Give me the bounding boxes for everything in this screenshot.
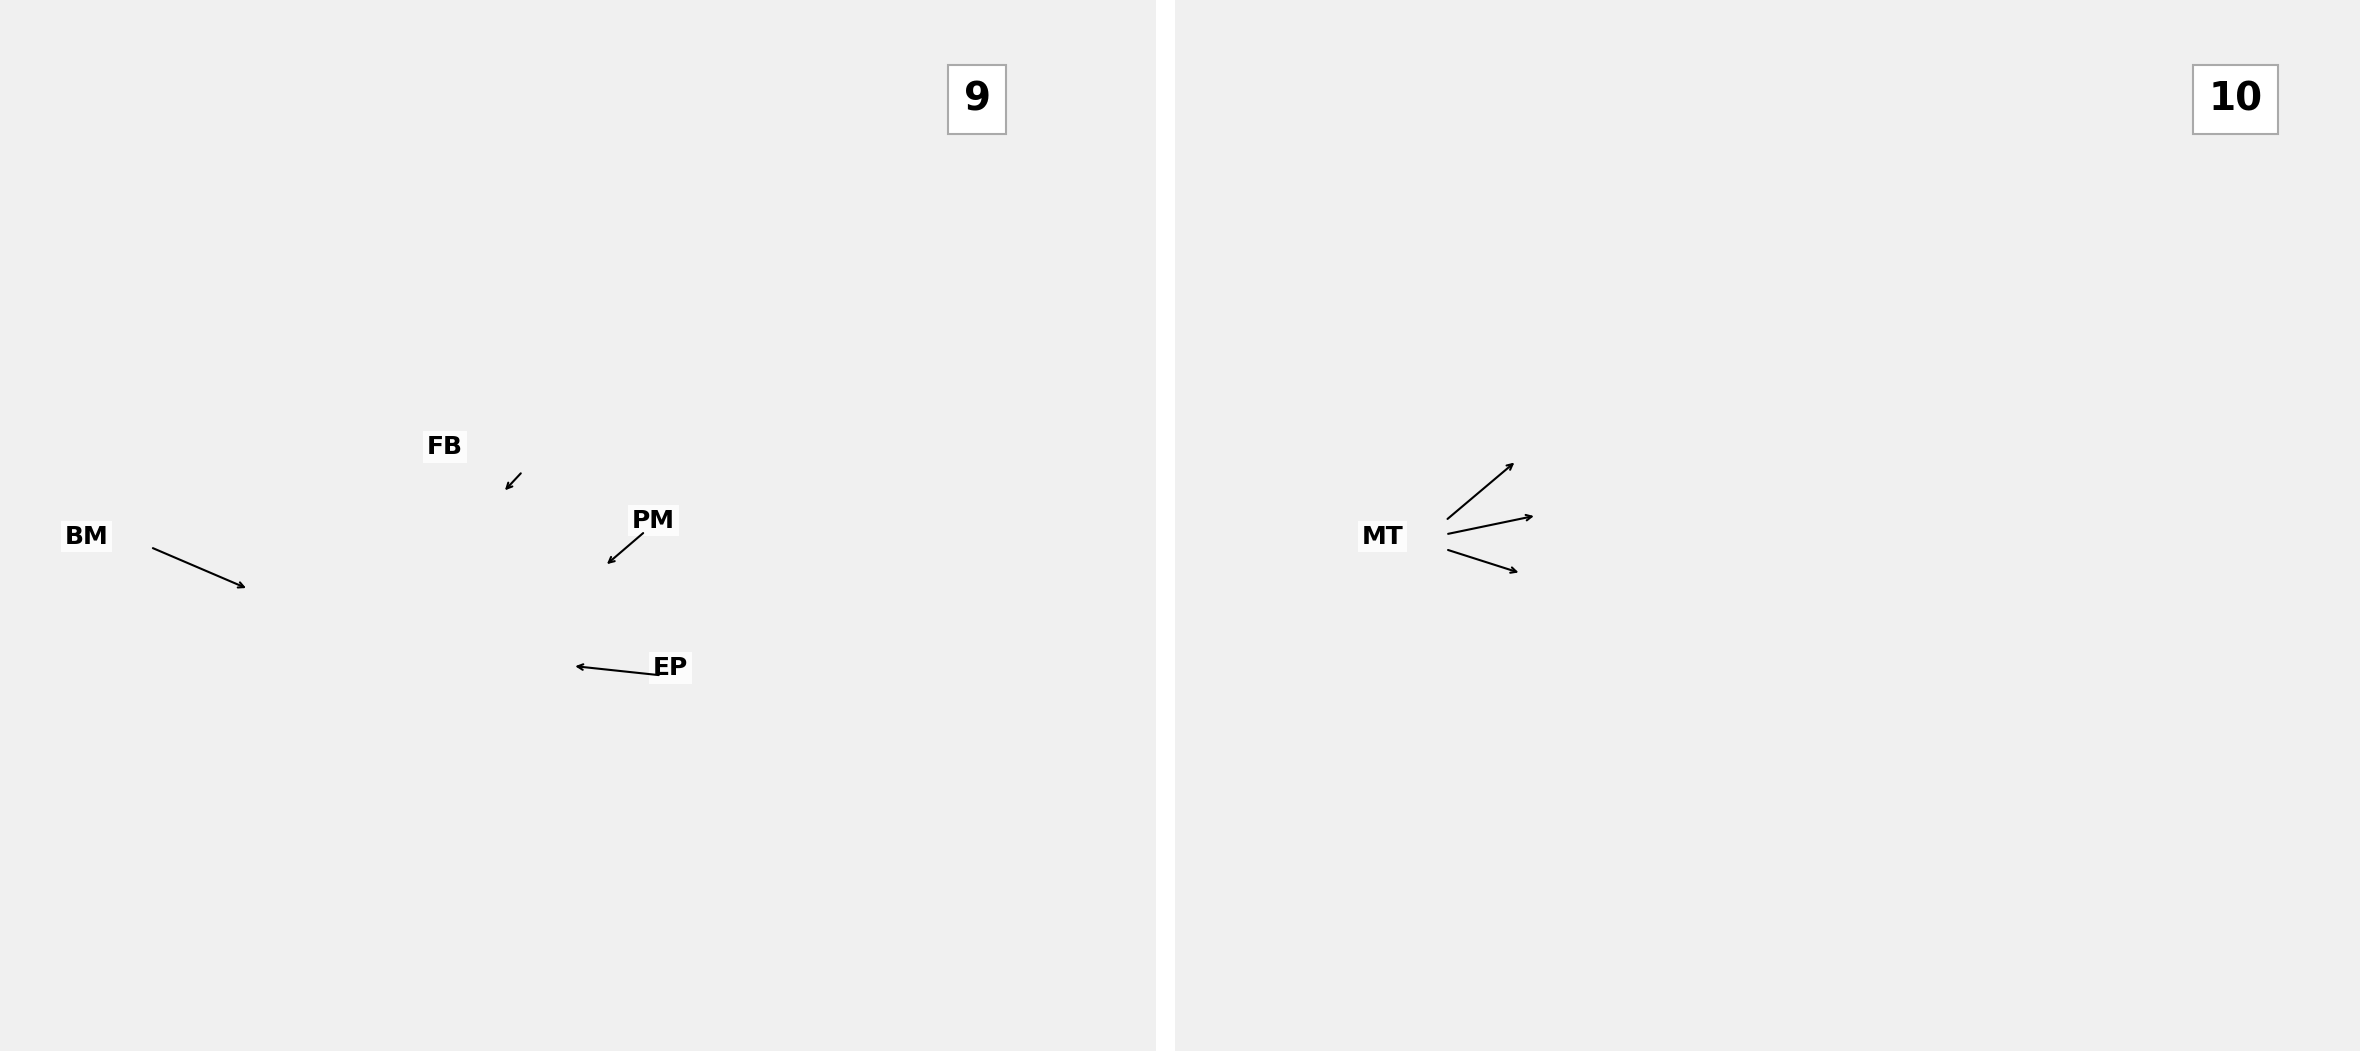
Text: PM: PM: [632, 509, 675, 532]
Text: 9: 9: [963, 81, 991, 119]
Text: 10: 10: [2209, 81, 2263, 119]
Text: FB: FB: [427, 436, 463, 459]
Text: BM: BM: [64, 525, 109, 548]
Text: MT: MT: [1362, 525, 1404, 548]
Text: EP: EP: [654, 656, 689, 680]
